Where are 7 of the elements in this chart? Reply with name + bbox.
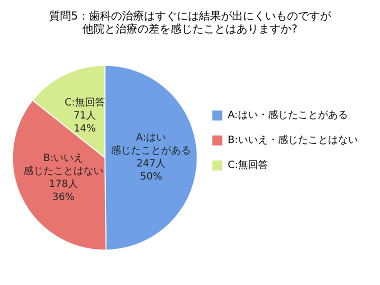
legend-label: A:はい・感じたことがある [228, 109, 348, 122]
chart-title: 質問5：歯科の治療はすぐには結果が出にくいものですが他院と治療の差を感じたことはありますか? [49, 9, 332, 36]
data-label: C:無回答 71人 14% [64, 96, 105, 135]
legend-label: C:無回答 [228, 159, 268, 172]
legend-label: B:いいえ・感じたことはない [228, 134, 358, 146]
data-label: B:いいえ感じたことはない 178人 36% [23, 153, 104, 204]
data-label: A:はい感じたことがある 247人 50% [111, 132, 192, 182]
